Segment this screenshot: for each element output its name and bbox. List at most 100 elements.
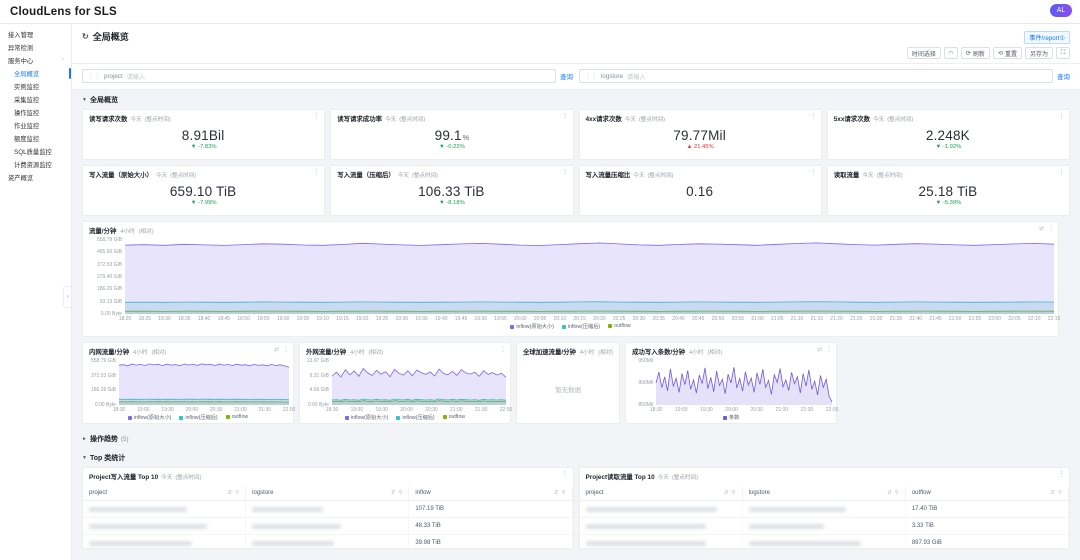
sidebar-item-6[interactable]: 操作监控 bbox=[0, 106, 71, 119]
sidebar-item-3[interactable]: 全局概览 bbox=[0, 67, 71, 80]
sidebar-item-8[interactable]: 额度监控 bbox=[0, 132, 71, 145]
table-row[interactable]: 17.40 TiB bbox=[580, 501, 1070, 518]
search-input-project[interactable]: ⋮⋮ project 请输入 bbox=[82, 69, 556, 83]
table-card-1: Project读取流量 Top 10 今天 (整点时间) ⋮ project ⇵ ⚲ logs… bbox=[579, 467, 1071, 549]
chart-tools: ⇄ ⋮ bbox=[274, 346, 289, 353]
search-submit-logstore[interactable]: 查询 bbox=[1057, 71, 1070, 81]
legend-item[interactable]: 条数 bbox=[723, 414, 739, 421]
toolbar-button-gauge-icon[interactable]: ◠ bbox=[944, 47, 958, 59]
search-icon[interactable]: ⚲ bbox=[732, 490, 736, 496]
chart-card-intranet-traffic: 内网流量/分钟 4小时 (相对) ⇄ ⋮ 558.79 GiB 372.53 Gi… bbox=[82, 342, 294, 424]
chart-range: 4小时 bbox=[133, 348, 147, 356]
legend-item[interactable]: inflow(原始大小) bbox=[128, 414, 171, 421]
legend-label: 条数 bbox=[729, 415, 739, 421]
table-row[interactable]: 3.33 TiB bbox=[580, 518, 1070, 535]
legend-item[interactable]: inflow(压缩后) bbox=[562, 323, 600, 330]
section-ops-trend-header[interactable]: ► 操作趋势 (5) bbox=[72, 429, 1080, 448]
legend-item[interactable]: outflow bbox=[226, 414, 248, 421]
search-input-logstore[interactable]: ⋮⋮ logstore 请输入 bbox=[579, 69, 1053, 83]
x-axis-tick: 22:00 bbox=[500, 405, 513, 413]
kpi-menu-icon[interactable]: ⋮ bbox=[1058, 169, 1065, 176]
kpi-menu-icon[interactable]: ⋮ bbox=[562, 113, 569, 120]
y-axis-tick: 4.66 GiB bbox=[310, 387, 332, 393]
sidebar-item-0[interactable]: 接入管理 bbox=[0, 28, 71, 41]
chart-share-icon[interactable]: ⇄ bbox=[817, 346, 822, 353]
chart-share-icon[interactable]: ⇄ bbox=[1039, 225, 1044, 232]
plot-traffic-per-minute: 558.79 GiB 465.66 GiB 372.53 GiB 279.40 GiB… bbox=[83, 237, 1058, 323]
account-badge[interactable]: AL bbox=[1050, 4, 1072, 17]
sort-icon[interactable]: ⇵ bbox=[391, 490, 396, 496]
sidebar-item-7[interactable]: 作业监控 bbox=[0, 119, 71, 132]
search-icon[interactable]: ⚲ bbox=[398, 490, 402, 496]
section-top-stats-header[interactable]: ▼ Top 类统计 bbox=[72, 448, 1080, 467]
kpi-mode: (整点时间) bbox=[170, 171, 196, 179]
chart-menu-icon[interactable]: ⋮ bbox=[1048, 225, 1054, 232]
table-column-header[interactable]: logstore ⇵ ⚲ bbox=[246, 486, 409, 500]
table-column-header[interactable]: project ⇵ ⚲ bbox=[580, 486, 743, 500]
sort-icon[interactable]: ⇵ bbox=[887, 490, 892, 496]
toolbar-button-label: 另存为 bbox=[1030, 49, 1048, 58]
y-axis-tick: 9.31 GiB bbox=[310, 373, 332, 379]
legend-item[interactable]: inflow(压缩后) bbox=[179, 414, 217, 421]
search-icon[interactable]: ⚲ bbox=[561, 490, 565, 496]
table-row[interactable]: 48.33 TiB bbox=[83, 518, 573, 535]
sidebar-item-1[interactable]: 异常检测 bbox=[0, 41, 71, 54]
table-row[interactable]: 107.19 TiB bbox=[83, 501, 573, 518]
sort-icon[interactable]: ⇵ bbox=[724, 490, 729, 496]
toolbar-button-时间选择[interactable]: 时间选择 bbox=[907, 47, 941, 59]
filter-label: logstore bbox=[601, 73, 623, 80]
table-column-header[interactable]: outflow ⇵ ⚲ bbox=[906, 486, 1069, 500]
kpi-delta-value: -5.39% bbox=[943, 200, 961, 206]
sidebar-item-5[interactable]: 采集监控 bbox=[0, 93, 71, 106]
legend-item[interactable]: inflow(压缩后) bbox=[396, 414, 434, 421]
sidebar-item-10[interactable]: 计费资源监控 bbox=[0, 158, 71, 171]
chart-menu-icon[interactable]: ⋮ bbox=[283, 346, 289, 353]
sidebar-item-9[interactable]: SQL质量监控 bbox=[0, 145, 71, 158]
kpi-menu-icon[interactable]: ⋮ bbox=[1058, 113, 1065, 120]
chart-menu-icon[interactable]: ⋮ bbox=[609, 346, 615, 353]
chart-menu-icon[interactable]: ⋮ bbox=[500, 346, 506, 353]
legend-item[interactable]: outflow bbox=[443, 414, 465, 421]
kpi-card-header: 读写请求成功率 今天 (整点时间) bbox=[331, 110, 572, 123]
kpi-menu-icon[interactable]: ⋮ bbox=[562, 169, 569, 176]
alert-config-button[interactable]: 事件/report① bbox=[1024, 31, 1070, 44]
table-head-row: project ⇵ ⚲ logstore ⇵ ⚲ outflow ⇵ ⚲ bbox=[580, 486, 1070, 501]
toolbar-button-另存为[interactable]: 另存为 bbox=[1025, 47, 1053, 59]
sidebar-item-2[interactable]: 服务中心 ⌃ bbox=[0, 54, 71, 67]
kpi-menu-icon[interactable]: ⋮ bbox=[313, 113, 320, 120]
legend-item[interactable]: outflow bbox=[608, 323, 630, 330]
chart-menu-icon[interactable]: ⋮ bbox=[826, 346, 832, 353]
chart-title: 内网流量/分钟 bbox=[89, 347, 129, 356]
table-row[interactable]: 897.93 GiB bbox=[580, 535, 1070, 549]
dashboard-scroll-area[interactable]: ▼ 全局概览 读写请求次数 今天 (整点时间) ⋮ 8.91Bil ▼ -7.83% 读写请… bbox=[72, 90, 1080, 550]
sort-icon[interactable]: ⇵ bbox=[554, 490, 559, 496]
toolbar-button-fullscreen-icon[interactable]: ⛶ bbox=[1056, 47, 1070, 59]
table-column-label: logstore bbox=[749, 490, 770, 496]
search-icon[interactable]: ⚲ bbox=[895, 490, 899, 496]
sort-icon[interactable]: ⇵ bbox=[1050, 490, 1055, 496]
sidebar-item-11[interactable]: 资产概览 bbox=[0, 171, 71, 184]
table-menu-icon[interactable]: ⋮ bbox=[1058, 471, 1065, 478]
table-menu-icon[interactable]: ⋮ bbox=[562, 471, 569, 478]
sidebar-item-4[interactable]: 实例监控 bbox=[0, 80, 71, 93]
chart-tools: ⋮ bbox=[500, 346, 506, 353]
sort-icon[interactable]: ⇵ bbox=[228, 490, 233, 496]
sidebar-collapse-button[interactable]: ‹ bbox=[63, 286, 72, 308]
search-icon[interactable]: ⚲ bbox=[235, 490, 239, 496]
kpi-menu-icon[interactable]: ⋮ bbox=[810, 169, 817, 176]
search-submit-project[interactable]: 查询 bbox=[560, 71, 573, 81]
table-row[interactable]: 39.98 TiB bbox=[83, 535, 573, 549]
legend-item[interactable]: inflow(原始大小) bbox=[510, 323, 553, 330]
section-overview-header[interactable]: ▼ 全局概览 bbox=[72, 90, 1080, 109]
toolbar-button-刷新[interactable]: ⟳ 刷新 bbox=[961, 47, 990, 59]
search-icon[interactable]: ⚲ bbox=[1058, 490, 1062, 496]
legend-item[interactable]: inflow(原始大小) bbox=[345, 414, 388, 421]
table-column-header[interactable]: inflow ⇵ ⚲ bbox=[409, 486, 572, 500]
toolbar-button-重置[interactable]: ⟲ 重置 bbox=[993, 47, 1022, 59]
kpi-menu-icon[interactable]: ⋮ bbox=[810, 113, 817, 120]
chart-share-icon[interactable]: ⇄ bbox=[274, 346, 279, 353]
table-column-header[interactable]: logstore ⇵ ⚲ bbox=[743, 486, 906, 500]
y-axis-tick: 950Mil bbox=[638, 358, 656, 364]
kpi-menu-icon[interactable]: ⋮ bbox=[313, 169, 320, 176]
table-column-header[interactable]: project ⇵ ⚲ bbox=[83, 486, 246, 500]
